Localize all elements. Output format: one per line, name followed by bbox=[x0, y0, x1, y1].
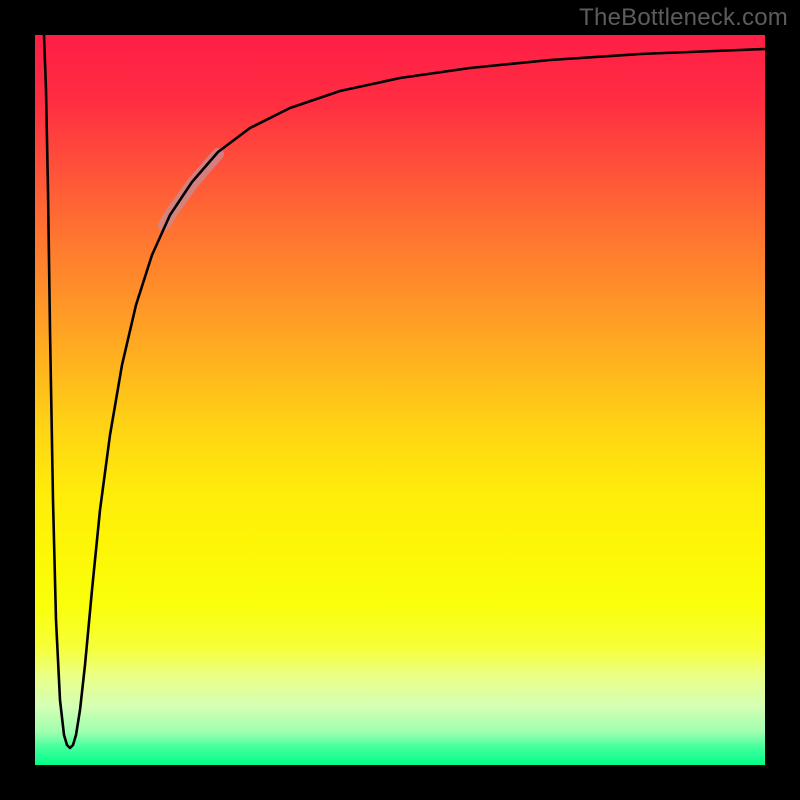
chart-root: TheBottleneck.com bbox=[0, 0, 800, 800]
plot-area bbox=[35, 35, 765, 765]
chart-svg bbox=[0, 0, 800, 800]
watermark-text: TheBottleneck.com bbox=[579, 4, 788, 32]
